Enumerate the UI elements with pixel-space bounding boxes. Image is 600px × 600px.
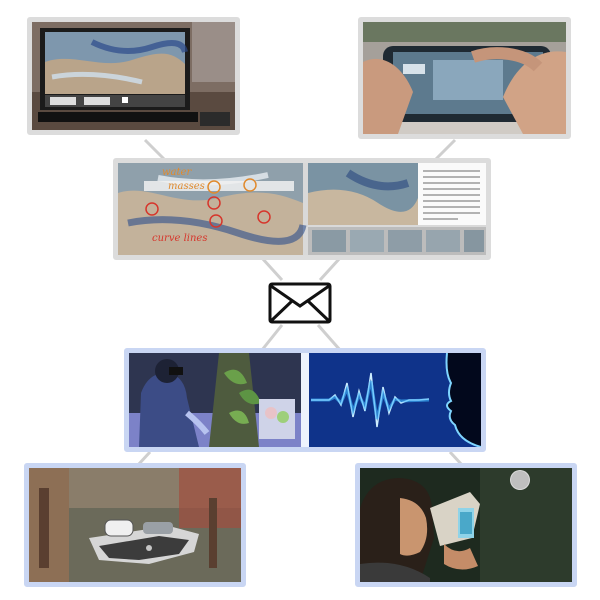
- annotated-map-screens-panel: water masses curve lines: [113, 158, 491, 260]
- annotated-map-photo-icon: water masses curve lines: [118, 163, 486, 255]
- envelope-icon: [268, 282, 332, 324]
- vr-and-voice-panel: [124, 348, 486, 452]
- ar-terrain-photo-icon: [29, 468, 241, 582]
- annotation-curve-lines: curve lines: [152, 233, 207, 244]
- annotation-water: water: [162, 167, 192, 178]
- laptop-photo-icon: [32, 22, 235, 130]
- voice-waveform-photo-icon: [309, 353, 481, 447]
- cardboard-viewer-user-panel: [355, 463, 577, 587]
- ar-terrain-model-panel: [24, 463, 246, 587]
- laptop-display-panel: [27, 17, 240, 135]
- phone-in-hands-panel: [358, 17, 571, 139]
- phone-photo-icon: [363, 22, 566, 134]
- cardboard-viewer-photo-icon: [360, 468, 572, 582]
- annotation-masses: masses: [168, 181, 205, 192]
- vr-user-photo-icon: [129, 353, 301, 447]
